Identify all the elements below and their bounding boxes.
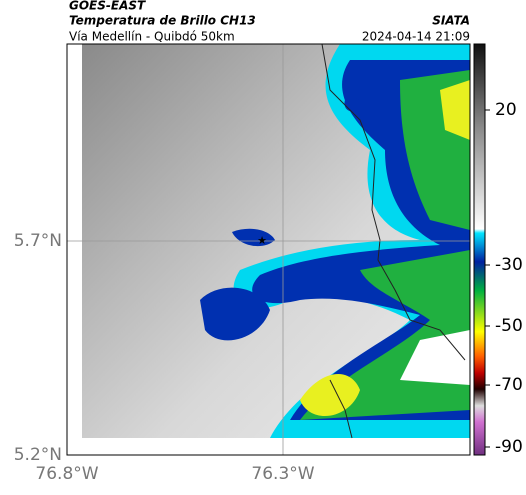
location-star: ★ bbox=[257, 234, 267, 247]
source: SIATA bbox=[432, 14, 470, 28]
title: GOES-EAST bbox=[69, 0, 146, 13]
colorbar bbox=[473, 43, 486, 456]
map-frame bbox=[66, 43, 471, 456]
lat-label: 5.7°N bbox=[14, 231, 62, 251]
colorbar-ticks bbox=[485, 109, 490, 448]
satellite-image bbox=[67, 44, 470, 455]
subtitle: Temperatura de Brillo CH13 bbox=[69, 14, 256, 28]
lat-label: 5.2°N bbox=[14, 445, 62, 465]
lon-label: 76.3°W bbox=[251, 464, 314, 484]
colorbar-label: -70 bbox=[495, 375, 523, 395]
lon-label: 76.8°W bbox=[35, 464, 98, 484]
colorbar-label: 20 bbox=[495, 100, 517, 120]
colorbar-label: -90 bbox=[495, 437, 523, 457]
colorbar-label: -30 bbox=[495, 255, 523, 275]
route: Vía Medellín - Quibdó 50km bbox=[69, 30, 235, 44]
timestamp: 2024-04-14 21:09 bbox=[362, 30, 470, 44]
colorbar-label: -50 bbox=[495, 316, 523, 336]
